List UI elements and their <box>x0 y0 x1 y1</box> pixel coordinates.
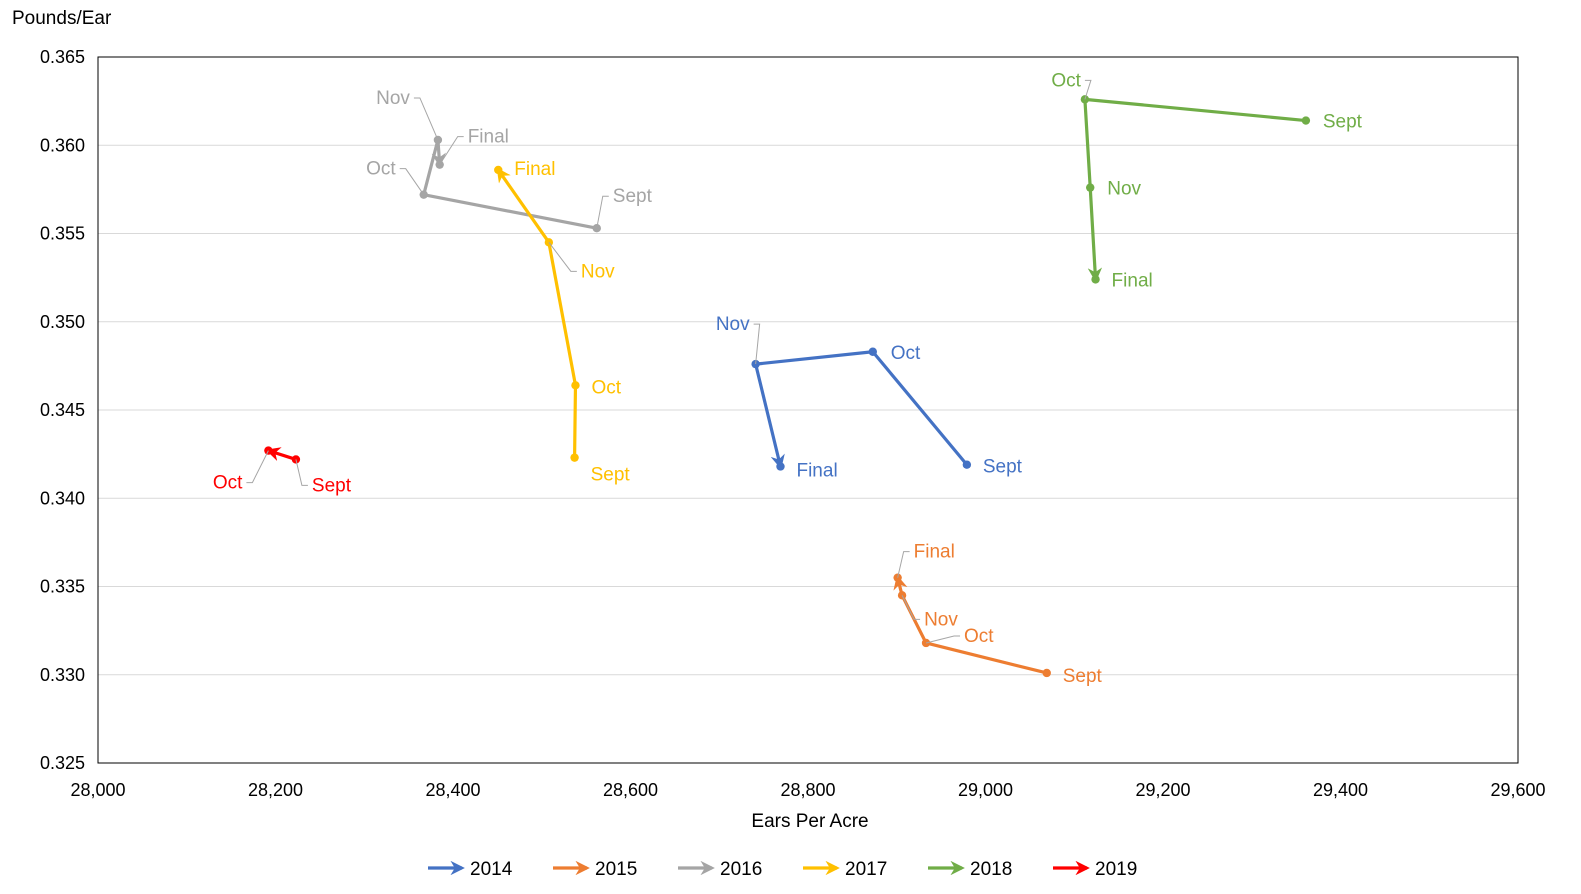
data-point-2015-Sept <box>1042 668 1051 678</box>
legend-item-2017: 2017 <box>803 859 887 880</box>
label-leader-line <box>753 323 761 365</box>
series-layer: Sept Oct Nov Final Sept Oct Nov Final Sept Oct Nov… <box>213 70 1363 687</box>
data-label-2017-Oct: Oct <box>591 377 621 398</box>
series-2014: Sept Oct Nov Final <box>716 314 1023 481</box>
data-point-2014-Final <box>776 462 785 471</box>
y-tick-label: 0.335 <box>40 577 85 597</box>
legend-label: 2015 <box>595 859 637 880</box>
data-label-2018-Sept: Sept <box>1323 112 1363 133</box>
x-tick-label: 29,400 <box>1313 780 1368 800</box>
data-label-2017-Final: Final <box>514 159 555 180</box>
data-label-2016-Oct: Oct <box>366 159 396 180</box>
data-label-2017-Nov: Nov <box>581 261 615 282</box>
x-tick-label: 29,200 <box>1135 780 1190 800</box>
y-tick-label: 0.330 <box>40 665 85 685</box>
series-line-2018 <box>1083 97 1307 283</box>
label-leader-line <box>295 459 308 486</box>
data-label-2015-Nov: Nov <box>924 609 958 630</box>
data-label-2018-Oct: Oct <box>1051 70 1081 91</box>
data-label-2018-Final: Final <box>1112 270 1153 291</box>
x-axis-tick-labels: 28,000 28,200 28,400 28,600 28,800 29,000 29,2… <box>70 780 1545 800</box>
legend-item-2014: 2014 <box>428 859 513 880</box>
x-tick-label: 28,800 <box>780 780 835 800</box>
series-2015: Sept Oct Nov Final <box>893 542 1103 687</box>
label-leader-line <box>399 168 425 195</box>
y-axis-title: Pounds/Ear <box>12 8 112 29</box>
x-tick-label: 28,200 <box>248 780 303 800</box>
data-point-2018-Nov <box>1086 183 1095 192</box>
series-line-2017 <box>496 167 578 458</box>
data-point-2017-Final <box>494 165 503 175</box>
series-2018: Sept Oct Nov Final <box>1051 70 1362 291</box>
legend-label: 2017 <box>845 859 887 880</box>
x-tick-label: 28,600 <box>603 780 658 800</box>
series-line-2019 <box>265 447 297 461</box>
label-leader-line <box>413 97 439 141</box>
data-label-2015-Final: Final <box>914 542 955 563</box>
legend-item-2016: 2016 <box>678 859 762 880</box>
x-tick-label: 29,600 <box>1490 780 1545 800</box>
data-point-2018-Sept <box>1301 116 1311 125</box>
data-point-2017-Oct <box>571 381 580 390</box>
label-leader-line <box>897 551 910 578</box>
y-tick-label: 0.360 <box>40 135 85 155</box>
legend-item-2018: 2018 <box>928 859 1012 880</box>
y-tick-label: 0.340 <box>40 488 85 508</box>
y-tick-label: 0.350 <box>40 312 85 332</box>
data-label-2014-Final: Final <box>796 460 837 481</box>
x-tick-label: 28,400 <box>425 780 480 800</box>
data-point-2014-Sept <box>962 460 972 469</box>
data-point-2017-Sept <box>570 453 579 462</box>
gridlines <box>98 144 1518 676</box>
legend-item-2015: 2015 <box>553 859 637 880</box>
series-2019: Sept Oct <box>213 446 352 496</box>
series-line-2014 <box>754 350 969 470</box>
plot-area-frame <box>97 56 1519 764</box>
data-label-2016-Sept: Sept <box>613 186 653 207</box>
data-point-2019-Sept <box>291 455 301 464</box>
data-label-2014-Nov: Nov <box>716 314 750 335</box>
data-label-2014-Oct: Oct <box>891 343 921 364</box>
data-point-2018-Final <box>1091 275 1100 284</box>
data-label-2019-Oct: Oct <box>213 473 243 494</box>
series-line-2016 <box>422 138 598 230</box>
x-axis-title: Ears Per Acre <box>751 811 868 832</box>
legend-label: 2014 <box>470 859 513 880</box>
data-point-2019-Oct <box>264 446 273 455</box>
x-tick-label: 28,000 <box>70 780 125 800</box>
y-tick-label: 0.355 <box>40 224 85 244</box>
legend-item-2019: 2019 <box>1053 859 1137 880</box>
series-2017: Sept Oct Nov Final <box>494 159 630 486</box>
y-tick-label: 0.325 <box>40 753 85 773</box>
data-point-2014-Oct <box>868 347 877 356</box>
label-leader-line <box>439 136 464 165</box>
y-tick-label: 0.345 <box>40 400 85 420</box>
legend-label: 2019 <box>1095 859 1137 880</box>
data-label-2015-Sept: Sept <box>1063 666 1103 687</box>
data-label-2016-Final: Final <box>468 127 509 148</box>
label-leader-line <box>548 242 577 272</box>
label-leader-line <box>925 635 961 644</box>
label-leader-line <box>246 450 269 484</box>
data-label-2015-Oct: Oct <box>964 626 994 647</box>
y-axis-tick-labels: 0.325 0.330 0.335 0.340 0.345 0.350 0.355 0.360… <box>40 47 85 773</box>
data-label-2014-Sept: Sept <box>983 457 1023 478</box>
data-label-2019-Sept: Sept <box>312 475 352 496</box>
data-label-2017-Sept: Sept <box>591 465 631 486</box>
legend-label: 2018 <box>970 859 1012 880</box>
label-leader-line <box>596 195 609 229</box>
series-2016: Sept Oct Nov Final <box>366 88 653 233</box>
y-tick-label: 0.365 <box>40 47 85 67</box>
data-label-2018-Nov: Nov <box>1107 179 1141 200</box>
label-leader-line <box>1084 79 1092 100</box>
label-leader-line <box>901 595 921 620</box>
legend-label: 2016 <box>720 859 762 880</box>
data-label-2016-Nov: Nov <box>376 88 410 109</box>
legend: 2014 2015 2016 2017 2018 2019 <box>428 859 1137 880</box>
x-tick-label: 29,000 <box>958 780 1013 800</box>
